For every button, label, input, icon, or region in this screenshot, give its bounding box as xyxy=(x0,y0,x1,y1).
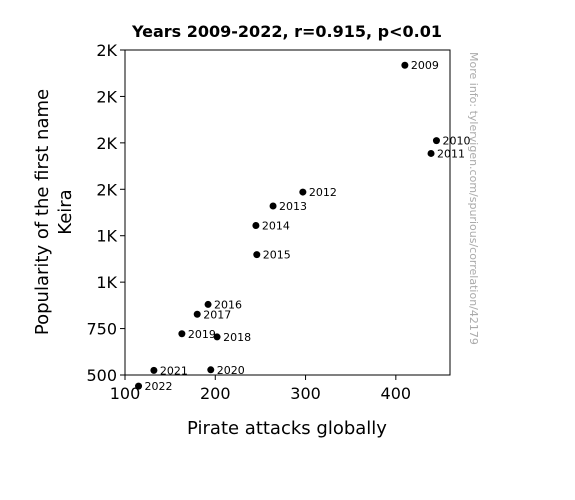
data-label-2022: 2022 xyxy=(145,380,173,393)
plot-area xyxy=(124,49,451,376)
data-label-2009: 2009 xyxy=(411,59,439,72)
data-label-2013: 2013 xyxy=(279,200,307,213)
y-tick-label: 500 xyxy=(86,366,117,385)
data-point-2011 xyxy=(427,149,435,157)
data-label-2011: 2011 xyxy=(437,147,465,160)
watermark-text: More info: tylervigen.com/spurious/corre… xyxy=(467,52,480,345)
data-label-2018: 2018 xyxy=(223,331,251,344)
y-tick-label: 1K xyxy=(96,273,117,292)
x-tick-label: 400 xyxy=(381,384,412,403)
data-label-2012: 2012 xyxy=(309,186,337,199)
y-axis-label-line-2: Keira xyxy=(55,189,76,234)
data-point-2010 xyxy=(432,137,440,145)
y-tick-label: 1K xyxy=(96,227,117,246)
y-tick-label: 2K xyxy=(96,134,117,153)
x-tick-label: 300 xyxy=(290,384,321,403)
data-label-2010: 2010 xyxy=(442,135,470,148)
data-point-2017 xyxy=(193,310,201,318)
x-tick-label: 200 xyxy=(200,384,231,403)
data-point-2015 xyxy=(253,251,261,259)
x-axis-label: Pirate attacks globally xyxy=(187,418,387,439)
data-label-2014: 2014 xyxy=(262,220,290,233)
data-point-2016 xyxy=(204,300,212,308)
data-point-2012 xyxy=(299,188,307,196)
data-label-2016: 2016 xyxy=(214,298,242,311)
y-tick-label: 2K xyxy=(96,41,117,60)
data-label-2019: 2019 xyxy=(188,328,216,341)
data-label-2020: 2020 xyxy=(217,364,245,377)
data-point-2018 xyxy=(213,333,221,341)
x-axis-ticks: 100 200 300 400 xyxy=(110,375,411,403)
x-tick-label: 100 xyxy=(110,384,141,403)
data-point-2019 xyxy=(178,330,186,338)
y-tick-label: 2K xyxy=(96,180,117,199)
data-points xyxy=(135,61,440,390)
y-axis-label-line-1: Popularity of the first name xyxy=(32,89,53,335)
data-point-2014 xyxy=(252,222,260,229)
data-point-2013 xyxy=(269,202,277,210)
chart-title: Years 2009-2022, r=0.915, p<0.01 xyxy=(131,22,442,41)
data-label-2017: 2017 xyxy=(203,308,231,321)
data-label-2015: 2015 xyxy=(263,249,291,262)
data-point-2021 xyxy=(150,366,158,374)
data-point-2009 xyxy=(401,61,409,69)
y-tick-label: 750 xyxy=(86,320,117,339)
data-label-2021: 2021 xyxy=(160,364,188,377)
y-tick-label: 2K xyxy=(96,87,117,106)
data-point-2022 xyxy=(135,382,143,390)
data-point-2020 xyxy=(207,366,215,374)
y-axis-ticks: 500 750 1K 1K 2K 2K 2K 2K xyxy=(86,41,125,385)
data-point-labels: 2009201020112012201320142015201620172018… xyxy=(145,59,471,393)
